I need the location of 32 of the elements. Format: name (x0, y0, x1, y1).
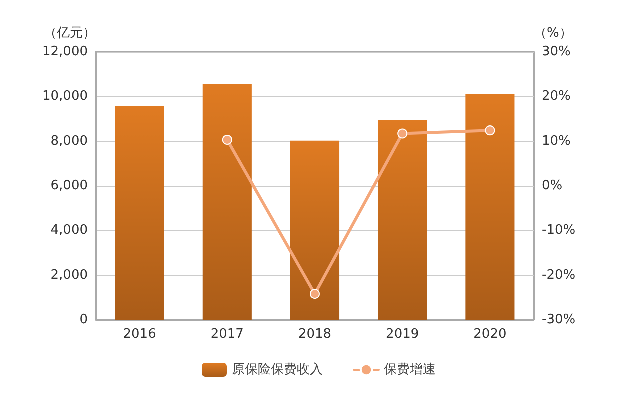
y2-axis-title: （%） (534, 26, 572, 41)
y2-tick-label: 20% (542, 89, 571, 104)
x-tick-label: 2019 (386, 327, 420, 342)
y2-tick-label: 10% (542, 134, 571, 149)
y2-tick-label: -20% (542, 268, 576, 283)
y-tick-label: 12,000 (42, 44, 88, 60)
y-tick-label: 6,000 (50, 178, 88, 194)
bar (202, 84, 252, 320)
x-tick-label: 2020 (474, 327, 507, 342)
x-tick-label: 2017 (210, 327, 244, 342)
y-axis-title: （亿元） (44, 26, 96, 41)
y2-tick-label: -30% (542, 312, 576, 328)
point (310, 289, 320, 300)
point (485, 126, 496, 136)
x-tick-label: 2016 (123, 327, 156, 342)
y2-tick-label: -10% (542, 223, 576, 238)
legend-label: 保费增速 (384, 362, 436, 378)
x-tick-label: 2018 (298, 327, 332, 342)
y2-tick-label: 30% (542, 44, 571, 60)
legend-label: 原保险保费收入 (232, 362, 323, 378)
bar (115, 106, 164, 320)
y-tick-label: 10,000 (42, 89, 88, 104)
point (222, 134, 232, 145)
y-tick-label: 8,000 (50, 134, 88, 149)
bar (290, 140, 340, 320)
bar (378, 120, 428, 320)
y-tick-label: 2,000 (50, 268, 88, 283)
y-tick-label: 0 (80, 312, 88, 328)
bar (466, 94, 515, 320)
point (398, 128, 408, 139)
y2-tick-label: 0% (542, 178, 563, 194)
y-tick-label: 4,000 (50, 223, 88, 238)
